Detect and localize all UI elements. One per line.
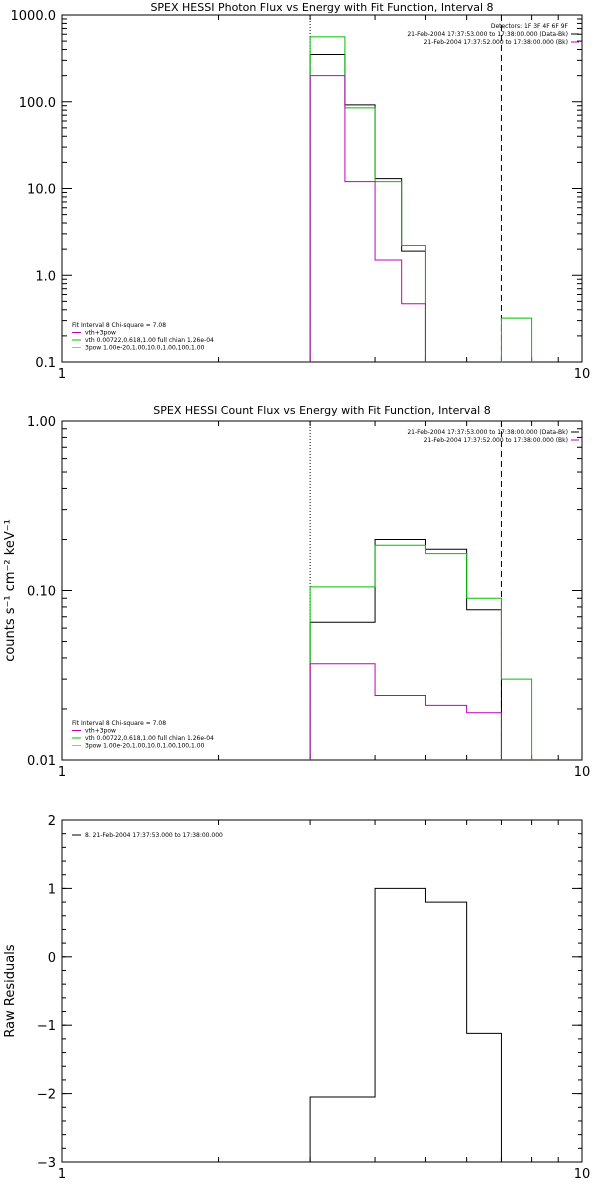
legend-text: Fit Interval 8 Chi-square = 7.08 <box>72 322 166 329</box>
y-tick-label: 1.00 <box>27 415 56 430</box>
info-text: 21-Feb-2004 17:37:52.000 to 17:38:00.000… <box>424 437 568 444</box>
legend-text: Fit Interval 8 Chi-square = 7.08 <box>72 720 166 727</box>
x-tick-label: 1 <box>58 765 66 780</box>
y-tick-label: 0.10 <box>27 585 56 600</box>
y-tick-label: 0 <box>48 951 56 966</box>
legend-text: vth 0.00722,0.618,1.00 full chian 1.26e-… <box>85 735 214 742</box>
y-tick-label: 0.1 <box>35 356 56 371</box>
y-tick-label: −1 <box>37 1019 56 1034</box>
info-text: 21-Feb-2004 17:37:53.000 to 17:38:00.000… <box>407 429 568 436</box>
y-axis-label: counts s⁻¹ cm⁻² keV⁻¹ <box>3 519 18 662</box>
y-tick-label: 2 <box>48 814 56 829</box>
x-tick-label: 1 <box>58 367 66 382</box>
series-group <box>309 887 502 1162</box>
y-tick-label: 1 <box>48 882 56 897</box>
y-tick-label: 0.01 <box>27 754 56 769</box>
plot-frame <box>61 14 583 363</box>
x-tick-label: 10 <box>574 1167 591 1182</box>
legend-text: 3pow 1.00e-20,1.00,10.0,1.00,100,1.00 <box>85 345 205 352</box>
series-line-2 <box>309 544 533 760</box>
series-line-2 <box>309 36 533 362</box>
info-text: 21-Feb-2004 17:37:53.000 to 17:38:00.000… <box>407 31 568 38</box>
y-tick-label: 1.0 <box>35 269 56 284</box>
chart-title: SPEX HESSI Count Flux vs Energy with Fit… <box>153 404 490 417</box>
series-line-1 <box>309 887 502 1162</box>
y-tick-label: 100.0 <box>19 96 56 111</box>
series-group <box>309 36 533 362</box>
legend-text: 3pow 1.00e-20,1.00,10.0,1.00,100,1.00 <box>85 743 205 750</box>
chart-panel-1: SPEX HESSI Photon Flux vs Energy with Fi… <box>11 1 591 382</box>
series-line-3 <box>309 75 426 362</box>
info-text: Detectors: 1F 3F 4F 6F 9F <box>491 23 569 30</box>
y-tick-label: 10.0 <box>27 183 56 198</box>
y-tick-label: −2 <box>37 1088 56 1103</box>
legend-text: vth+3pow <box>85 330 116 337</box>
chart-title: SPEX HESSI Photon Flux vs Energy with Fi… <box>150 1 493 14</box>
y-tick-label: −3 <box>37 1156 56 1171</box>
info-text: 21-Feb-2004 17:37:52.000 to 17:38:00.000… <box>424 39 568 46</box>
series-group <box>309 538 533 760</box>
y-tick-label: 1000.0 <box>11 9 57 24</box>
series-line-3 <box>309 663 502 760</box>
legend-text: vth+3pow <box>85 728 116 735</box>
plot-frame <box>61 420 583 761</box>
x-tick-label: 10 <box>574 367 591 382</box>
legend-text: vth 0.00722,0.618,1.00 full chian 1.26e-… <box>85 337 214 344</box>
series-line-1 <box>309 54 426 362</box>
plot-frame <box>61 819 583 1163</box>
x-tick-label: 1 <box>58 1167 66 1182</box>
x-tick-label: 10 <box>574 765 591 780</box>
y-axis-label: Raw Residuals <box>3 944 18 1037</box>
chart-panel-2: SPEX HESSI Count Flux vs Energy with Fit… <box>3 404 590 780</box>
chart-panel-3: 1 10 −3 −2 −1 0 1 2 Raw Residuals 8. 21-Feb-2004 … <box>3 814 590 1182</box>
series-line-1 <box>309 538 502 760</box>
legend-text: 8. 21-Feb-2004 17:37:53.000 to 17:38:00.… <box>85 832 223 839</box>
